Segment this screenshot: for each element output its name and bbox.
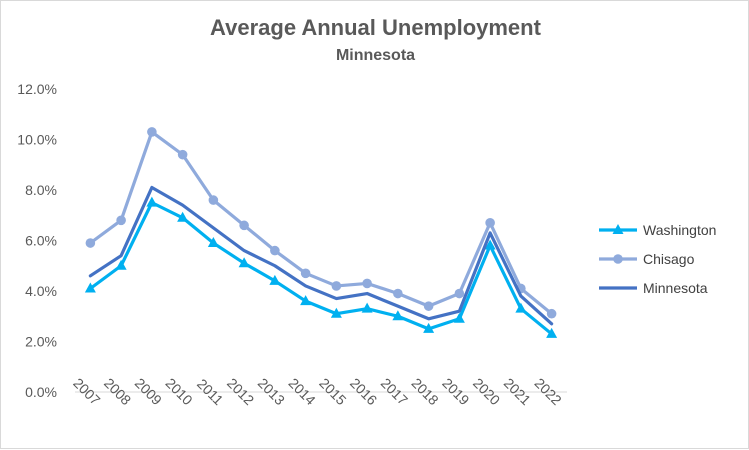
series-line-chisago [88,130,554,316]
data-point-chisago [300,268,311,279]
chart-title: Average Annual Unemployment [210,15,541,40]
data-point-chisago [546,308,557,319]
data-point-chisago [454,288,465,299]
y-tick-label: 2.0% [25,334,57,350]
data-point-washington [146,196,158,207]
data-point-chisago [116,215,126,226]
data-point-chisago [485,218,495,228]
data-point-washington [484,239,496,250]
data-point-chisago [239,220,249,231]
data-point-washington [423,322,435,333]
legend-label-chisago: Chisago [643,251,695,267]
data-point-washington [453,312,465,323]
y-tick-label: 0.0% [25,384,57,400]
legend-marker-washington [612,224,624,234]
data-point-washington [269,274,281,285]
y-tick-label: 8.0% [25,182,57,198]
data-point-washington [115,259,127,270]
data-point-washington [361,302,373,313]
legend-label-washington: Washington [643,222,716,238]
data-point-washington [84,282,96,293]
data-point-chisago [270,245,280,256]
data-point-washington [238,257,250,268]
data-point-chisago [85,238,96,248]
data-point-washington [330,307,342,318]
y-tick-label: 4.0% [25,283,57,299]
data-point-washington [177,211,189,222]
data-point-washington [300,295,312,306]
data-point-washington [515,302,527,313]
legend-marker-chisago [613,254,623,264]
data-point-chisago [393,288,403,299]
series-line-washington [88,201,554,336]
y-tick-label: 10.0% [17,132,57,148]
data-point-washington [546,327,558,338]
y-tick-label: 12.0% [17,81,57,97]
data-point-chisago [208,195,219,205]
data-point-chisago [177,149,188,160]
data-point-washington [207,237,219,248]
data-point-chisago [147,127,157,137]
chart-subtitle: Minnesota [335,47,416,64]
data-point-chisago [362,278,372,289]
y-tick-label: 6.0% [25,233,57,249]
data-point-chisago [331,281,342,291]
legend-label-minnesota: Minnesota [643,280,708,296]
data-point-washington [392,310,404,321]
series-line-minnesota [88,185,554,326]
data-point-chisago [423,301,434,311]
